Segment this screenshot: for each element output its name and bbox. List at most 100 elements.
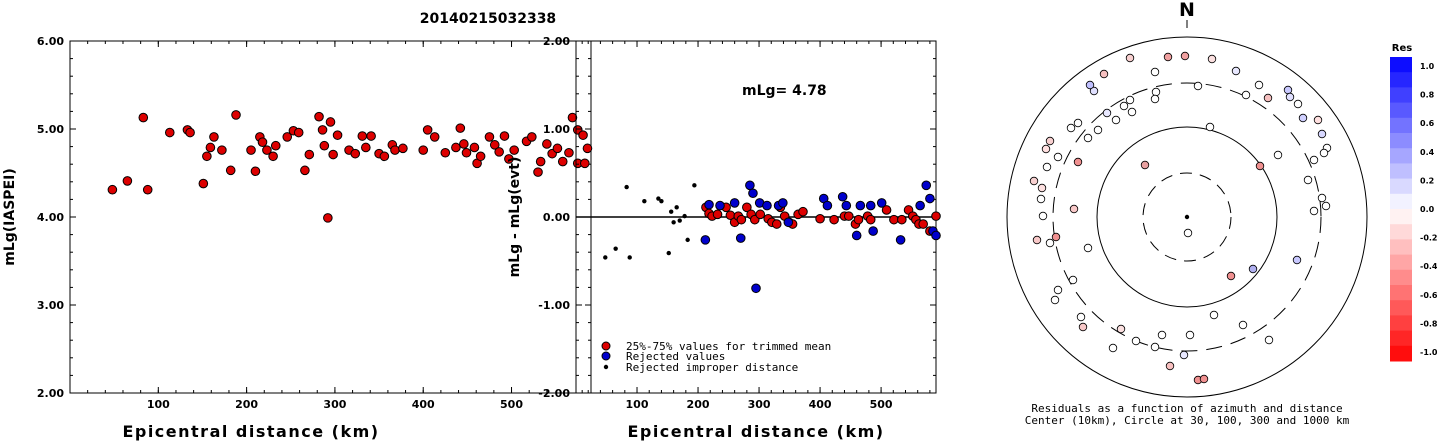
rejected-value-point <box>762 200 772 211</box>
data-point <box>418 145 429 155</box>
data-point <box>527 132 537 142</box>
station-marker <box>1264 335 1274 345</box>
data-point <box>270 140 281 151</box>
data-point <box>300 165 310 176</box>
y-tick-label: -1.00 <box>538 299 570 312</box>
data-point <box>319 140 330 151</box>
station-residual-markers <box>1029 51 1332 385</box>
y-tick-labels: 2.00 3.00 4.00 5.00 6.00 <box>37 35 64 400</box>
colorbar-swatch <box>1390 117 1412 134</box>
station-marker <box>1083 133 1093 143</box>
station-marker <box>1032 235 1042 245</box>
rejected-value-point <box>868 226 878 236</box>
data-point <box>202 151 212 162</box>
data-point <box>712 209 723 220</box>
x-tick-label: 500 <box>500 398 523 411</box>
station-marker <box>1263 93 1273 103</box>
data-point <box>293 127 304 138</box>
data-point <box>350 148 361 159</box>
station-marker <box>1099 69 1109 79</box>
rejected-value-point <box>921 180 932 191</box>
station-marker <box>1073 118 1083 128</box>
station-marker <box>1127 107 1137 117</box>
x-tick-label: 100 <box>147 398 170 411</box>
azimuth-residual-plot: N Residuals as a function of azimuth and… <box>1006 0 1368 427</box>
data-point <box>122 176 133 186</box>
data-point <box>185 127 195 138</box>
station-marker <box>1093 125 1103 135</box>
colorbar-swatch <box>1390 193 1412 210</box>
colorbar-swatch <box>1390 300 1412 316</box>
y-tick-label: -2.00 <box>538 387 570 400</box>
rejected-value-point <box>841 200 852 211</box>
rejected-value-point <box>895 235 906 245</box>
data-point <box>268 151 278 162</box>
x-tick-label: 500 <box>870 398 893 411</box>
legend-marker-trimmed-mean <box>601 341 611 351</box>
x-tick-label: 300 <box>323 398 346 411</box>
station-marker <box>1183 228 1193 238</box>
data-point <box>533 167 543 177</box>
x-axis-label: Epicentral distance (km) <box>627 422 884 441</box>
station-marker <box>1083 243 1093 253</box>
station-marker <box>1248 264 1258 274</box>
data-point <box>578 130 588 140</box>
data-point <box>328 149 338 160</box>
circle-100km <box>1096 126 1278 308</box>
station-marker <box>1317 129 1327 139</box>
station-marker <box>1319 148 1329 158</box>
station-marker <box>1069 204 1079 214</box>
data-point <box>771 219 782 229</box>
station-marker <box>1207 54 1217 64</box>
data-point <box>209 132 219 142</box>
azimuth-caption-line1: Residuals as a function of azimuth and d… <box>1031 402 1342 415</box>
y-tick-label: 5.00 <box>37 123 64 136</box>
rejected-distance-point <box>659 198 664 204</box>
y-tick-label: 1.00 <box>543 123 570 136</box>
rejected-value-point <box>715 200 725 211</box>
y-tick-label: 0.00 <box>543 211 570 224</box>
station-marker <box>1125 95 1135 105</box>
station-marker <box>1076 312 1086 322</box>
colorbar-label: -0.2 <box>1420 234 1437 243</box>
x-tick-label: 400 <box>809 398 832 411</box>
data-point <box>262 145 272 155</box>
y-tick-label: 2.00 <box>543 35 570 48</box>
data-point <box>250 166 261 177</box>
rejected-value-point <box>865 200 876 211</box>
station-marker <box>1045 136 1055 146</box>
station-marker <box>1165 361 1175 371</box>
data-point <box>379 151 390 162</box>
data-point <box>484 132 495 142</box>
station-marker <box>1041 144 1051 154</box>
legend-label-improper-distance: Rejected improper distance <box>626 361 798 374</box>
station-marker <box>1066 123 1076 133</box>
epicenter-marker <box>1184 214 1190 220</box>
rejected-distance-point <box>603 255 608 260</box>
data-point <box>829 214 839 225</box>
data-point <box>494 147 504 157</box>
data-point <box>459 139 469 149</box>
residual-vs-distance-chart: -2.00 -1.00 0.00 1.00 2.00 100 200 300 400 500 m… <box>507 35 941 441</box>
data-point <box>357 131 368 141</box>
rejected-value-point <box>837 191 848 202</box>
station-marker <box>1125 53 1135 63</box>
station-marker <box>1303 175 1313 185</box>
y-tick-labels: -2.00 -1.00 0.00 1.00 2.00 <box>538 35 570 400</box>
station-marker <box>1163 52 1173 62</box>
station-marker <box>1150 67 1160 77</box>
data-point <box>440 147 451 158</box>
rejected-value-point <box>751 283 761 294</box>
station-marker <box>1321 201 1331 211</box>
colorbar-label: 0.0 <box>1420 205 1435 214</box>
colorbar-swatch <box>1390 239 1412 256</box>
data-point <box>107 184 118 195</box>
rejected-value-point <box>778 198 788 208</box>
y-tick-label: 3.00 <box>37 299 64 312</box>
data-point <box>542 139 552 149</box>
station-marker <box>1038 211 1048 221</box>
data-point <box>138 112 149 123</box>
station-marker <box>1150 94 1160 104</box>
data-point <box>736 214 747 225</box>
